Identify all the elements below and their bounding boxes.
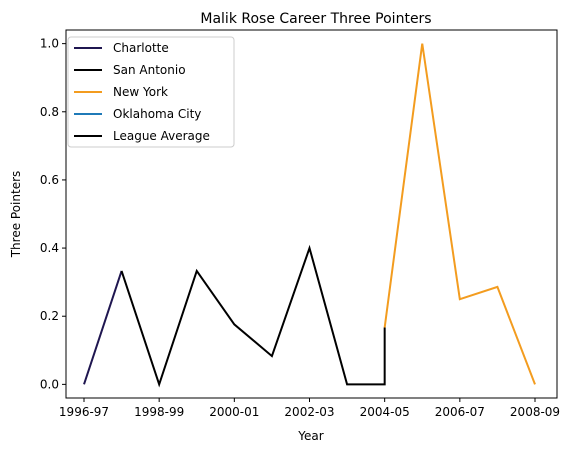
y-tick-label: 0.8 xyxy=(40,105,59,119)
legend-box xyxy=(67,36,235,148)
legend-entry: New York xyxy=(113,85,168,99)
series-line-charlotte xyxy=(83,270,123,385)
y-tick-label: 1.0 xyxy=(40,37,59,51)
y-tick-label: 0.2 xyxy=(40,309,59,323)
x-tick-label: 2004-05 xyxy=(360,405,410,419)
plot-frame xyxy=(65,29,558,399)
x-tick-label: 2002-03 xyxy=(284,405,334,419)
y-tick-label: 0.6 xyxy=(40,173,59,187)
series-line-new-york xyxy=(383,43,536,385)
y-tick-label: 0.4 xyxy=(40,241,59,255)
y-axis-ticks: 0.0 0.2 0.4 0.6 0.8 1.0 xyxy=(40,37,66,391)
y-tick-label: 0.0 xyxy=(40,377,59,391)
x-tick-label: 1998-99 xyxy=(134,405,184,419)
x-tick-label: 2000-01 xyxy=(209,405,259,419)
plot-area xyxy=(83,43,536,388)
x-tick-label: 2006-07 xyxy=(435,405,485,419)
legend: Charlotte San Antonio New York Oklahoma Cit… xyxy=(67,36,235,148)
series-line-san-antonio xyxy=(120,244,386,388)
legend-entry: League Average xyxy=(113,129,210,143)
x-tick-label: 2008-09 xyxy=(510,405,560,419)
chart-title: Malik Rose Career Three Pointers xyxy=(200,11,431,27)
x-axis-ticks: 1996-97 1998-99 2000-01 2002-03 2004-05 2006-… xyxy=(59,398,560,419)
y-axis-label: Three Pointers xyxy=(9,171,23,259)
x-axis-label: Year xyxy=(297,429,323,443)
x-tick-label: 1996-97 xyxy=(59,405,109,419)
legend-entry: Oklahoma City xyxy=(113,107,201,121)
legend-entry: Charlotte xyxy=(113,41,169,55)
legend-entry: San Antonio xyxy=(113,63,186,77)
